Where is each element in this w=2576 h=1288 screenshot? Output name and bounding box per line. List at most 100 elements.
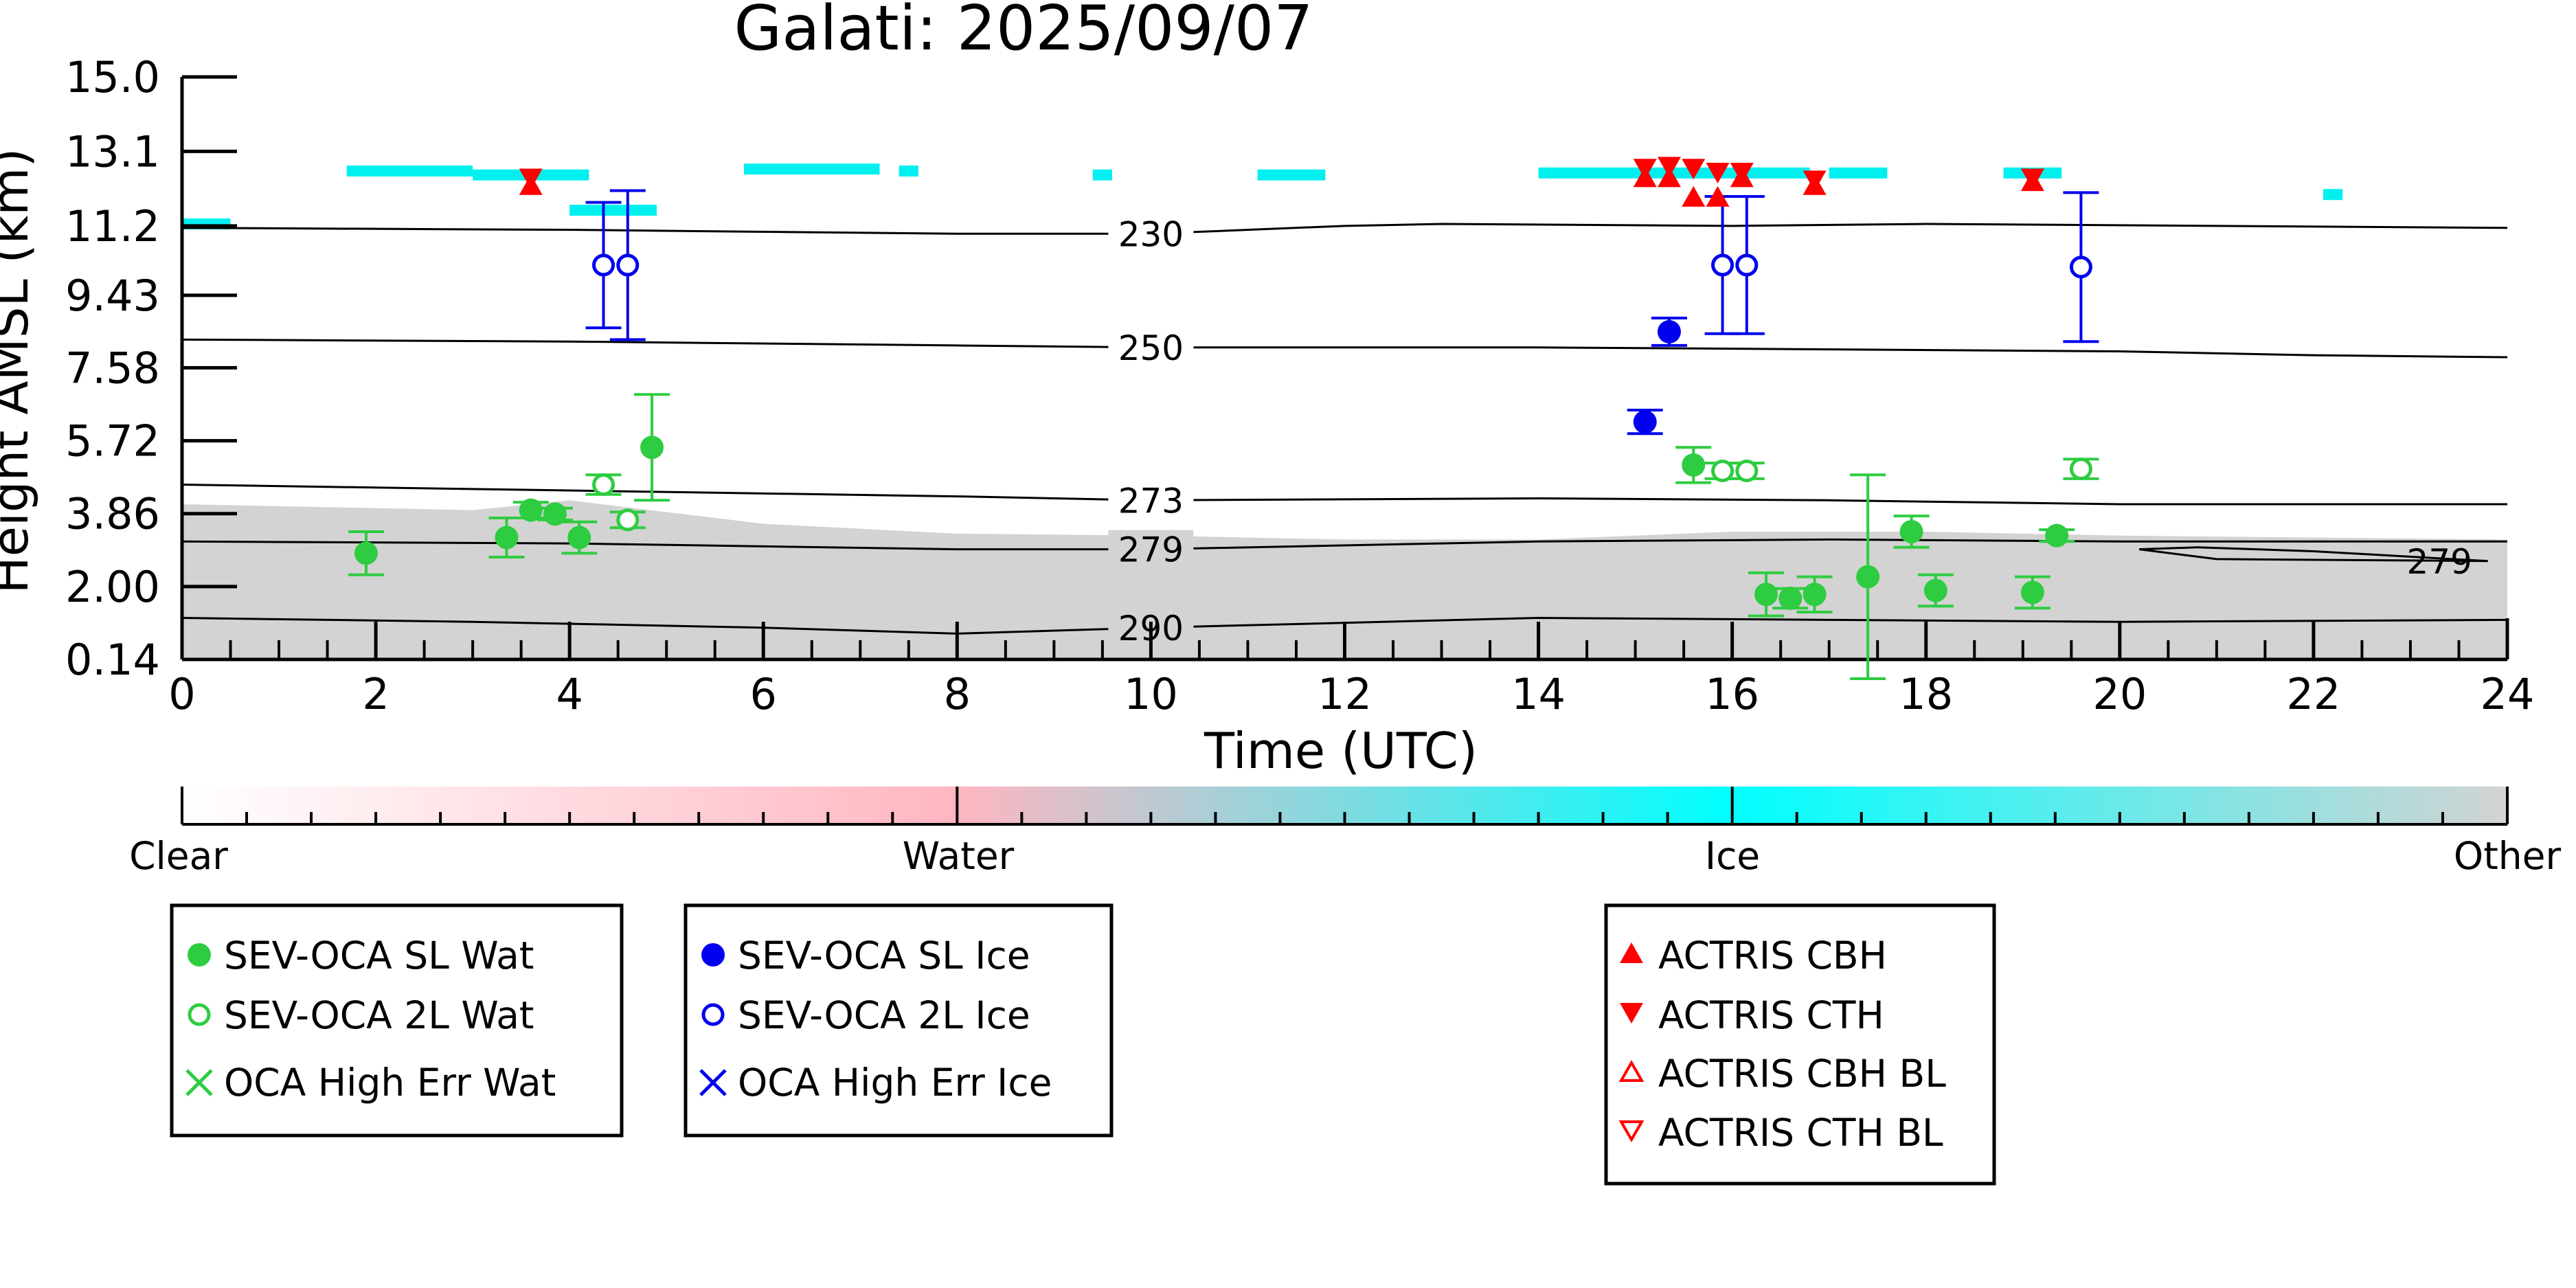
data-points xyxy=(348,157,2099,680)
x-tick-label: 22 xyxy=(2286,669,2340,719)
series-sev-oca-sl-wat xyxy=(348,393,2075,680)
data-point xyxy=(1899,519,1923,543)
legend-water: SEV-OCA SL Wat SEV-OCA 2L Wat OCA High E… xyxy=(170,903,624,1138)
legend-ice: SEV-OCA SL Ice SEV-OCA 2L Ice OCA High E… xyxy=(683,903,1114,1138)
data-point xyxy=(616,508,640,532)
contour-label-bg xyxy=(1108,214,1194,253)
data-point xyxy=(1754,583,1778,607)
data-point xyxy=(1803,583,1827,607)
legend-actris: ACTRIS CBH ACTRIS CTH ACTRIS CBH BL ACTR… xyxy=(1604,903,1996,1186)
y-tick-label: 11.2 xyxy=(65,201,160,251)
legend-marker-actris-cth xyxy=(1620,1003,1643,1024)
legend-marker-sl-wat xyxy=(188,943,211,967)
x-axis-label: Time (UTC) xyxy=(1204,722,1478,780)
ice-cloud-streak xyxy=(899,165,918,177)
colorbar-label-ice: Ice xyxy=(1705,834,1760,878)
x-tick-label: 6 xyxy=(750,669,777,719)
series-sev-oca-2l-ice xyxy=(585,189,2099,343)
y-tick-label: 13.1 xyxy=(65,126,160,177)
ice-cloud-streak xyxy=(1092,169,1112,181)
contour-label: 279 xyxy=(2407,542,2472,582)
data-point xyxy=(1682,453,1706,477)
contour-line xyxy=(181,223,2508,235)
ice-cloud-streak xyxy=(2323,189,2343,201)
data-point xyxy=(1803,170,1827,192)
legend-marker-2l-ice xyxy=(701,1003,725,1026)
x-tick-label: 12 xyxy=(1318,669,1372,719)
data-point xyxy=(1735,253,1759,277)
y-tick-label: 3.86 xyxy=(65,489,160,539)
colorbar-label-clear: Clear xyxy=(129,834,228,878)
legend-marker-actris-cbh-bl xyxy=(1618,1059,1645,1082)
y-tick-label: 9.43 xyxy=(65,271,160,321)
legend-marker-err-wat xyxy=(185,1069,213,1096)
colorbar-label-water: Water xyxy=(903,834,1015,878)
data-point xyxy=(2069,256,2092,279)
ice-cloud-streak xyxy=(744,163,880,175)
data-point xyxy=(616,253,640,277)
data-point xyxy=(1735,460,1759,483)
legend-marker-2l-wat xyxy=(188,1003,211,1026)
legend-marker-err-ice xyxy=(699,1069,727,1096)
data-point xyxy=(567,526,591,550)
contour-label: 230 xyxy=(1118,214,1184,254)
data-point xyxy=(1711,460,1735,483)
legend-marker-actris-cbh xyxy=(1620,942,1643,963)
data-point xyxy=(495,526,519,550)
x-tick-label: 2 xyxy=(362,669,389,719)
colorbar-label-other: Other xyxy=(2454,834,2562,878)
x-tick-label: 14 xyxy=(1511,669,1566,719)
legend-label: ACTRIS CTH BL xyxy=(1658,1111,1943,1155)
ice-cloud-streak xyxy=(1257,169,1326,181)
legend-label: SEV-OCA 2L Wat xyxy=(224,993,534,1037)
data-point xyxy=(592,473,615,496)
plot-axes: 0 2 4 6 8 10 12 14 16 18 20 22 240.142.003.865.727.5… xyxy=(65,52,2535,719)
series-actris-cth xyxy=(519,157,2044,192)
y-tick-label: 2.00 xyxy=(65,562,160,612)
data-point xyxy=(1682,185,1706,207)
data-point xyxy=(1856,565,1880,589)
contour-label: 279 xyxy=(1118,530,1184,570)
contour-label: 273 xyxy=(1118,481,1184,521)
legend-label: SEV-OCA SL Ice xyxy=(738,934,1030,978)
data-point xyxy=(2069,457,2092,481)
legend-label: ACTRIS CBH BL xyxy=(1658,1052,1946,1096)
data-point xyxy=(1730,162,1754,183)
x-tick-label: 0 xyxy=(168,669,195,719)
chart-title: Galati: 2025/09/07 xyxy=(734,0,1313,65)
data-point xyxy=(592,253,615,277)
x-tick-label: 18 xyxy=(1899,669,1953,719)
data-point xyxy=(354,541,378,565)
data-point xyxy=(543,502,567,526)
series-sev-oca-2l-wat xyxy=(585,457,2099,532)
y-tick-label: 15.0 xyxy=(65,52,160,102)
contour-line xyxy=(181,483,2507,506)
contour-label-bg xyxy=(1108,530,1194,569)
legend-marker-sl-ice xyxy=(701,943,725,967)
contour-line xyxy=(2138,546,2488,563)
data-point xyxy=(1706,162,1730,183)
x-tick-label: 4 xyxy=(556,669,583,719)
ice-cloud-streak xyxy=(346,165,473,177)
legend-label: SEV-OCA 2L Ice xyxy=(738,993,1030,1037)
x-tick-label: 10 xyxy=(1124,669,1178,719)
contour-label-bg xyxy=(1108,481,1194,520)
x-tick-label: 8 xyxy=(944,669,971,719)
legend-label: ACTRIS CBH xyxy=(1658,934,1887,978)
data-point xyxy=(2045,523,2069,547)
y-axis-label: Height AMSL (km) xyxy=(0,148,39,594)
contour-label-bg xyxy=(1108,328,1194,367)
legend-label: SEV-OCA SL Wat xyxy=(224,934,534,978)
x-tick-label: 20 xyxy=(2092,669,2147,719)
y-tick-label: 0.14 xyxy=(65,635,160,685)
x-tick-label: 16 xyxy=(1705,669,1759,719)
colorbar-ticks xyxy=(181,787,2509,826)
legend-label: ACTRIS CTH xyxy=(1658,993,1884,1037)
y-tick-label: 5.72 xyxy=(65,416,160,466)
data-point xyxy=(1657,319,1681,343)
data-point xyxy=(1633,159,1657,180)
ice-cloud-streak xyxy=(1829,167,1888,179)
data-point xyxy=(2020,168,2044,190)
data-point xyxy=(1657,157,1681,178)
